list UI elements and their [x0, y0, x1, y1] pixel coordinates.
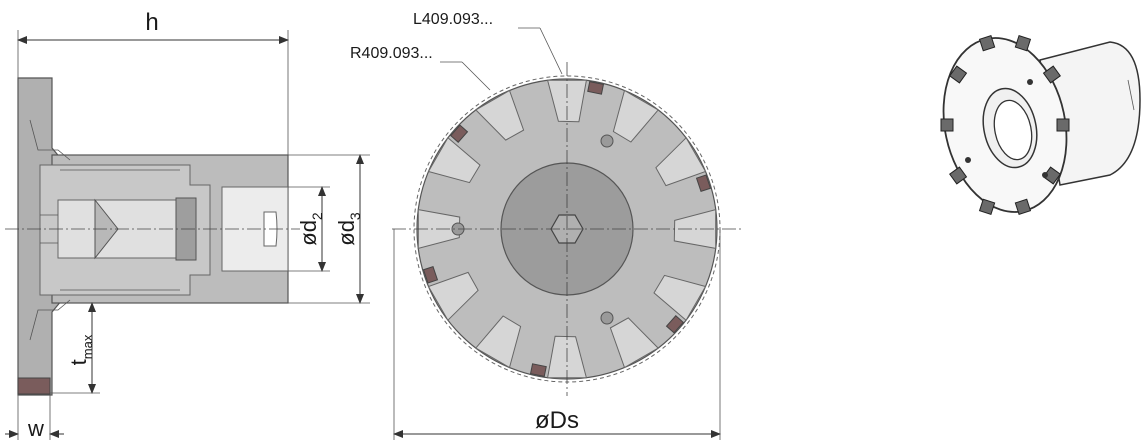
label-left-insert: L409.093...	[413, 11, 493, 28]
left-insert	[17, 377, 51, 395]
tooth-pocket	[653, 274, 707, 321]
insert	[665, 315, 684, 334]
iso-tooth	[1014, 198, 1032, 215]
label-right-insert: R409.093...	[350, 45, 433, 62]
iso-tooth	[940, 118, 954, 132]
insert	[529, 363, 547, 377]
inserts	[422, 81, 712, 377]
iso-tooth	[1014, 35, 1032, 52]
iso-hole-c	[1042, 172, 1048, 178]
iso-tooth	[978, 35, 996, 52]
tooth-pocket	[612, 89, 659, 143]
iso-teeth	[940, 35, 1070, 215]
iso-bore-inner	[993, 99, 1033, 161]
iso-tooth	[1042, 65, 1061, 84]
insert	[587, 81, 605, 95]
tooth-pocket	[609, 317, 660, 369]
insert	[695, 174, 712, 193]
iso-tooth	[949, 65, 968, 84]
tooth-pocket	[474, 89, 525, 141]
dim-label-ds: øDs	[535, 407, 579, 434]
coolant-hole-top	[600, 134, 614, 148]
iso-tooth	[949, 166, 968, 185]
dim-label-d3: ød3	[334, 212, 363, 246]
tooth-pocket	[427, 271, 479, 322]
dim-label-h: h	[145, 9, 158, 36]
side-section-view: h ød3 ød2 tmax w	[5, 9, 370, 441]
tooth-pocket	[655, 136, 707, 187]
dim-label-d2: ød2	[296, 212, 325, 246]
tooth-pocket	[427, 137, 481, 184]
dim-label-tmax: tmax	[66, 334, 95, 365]
iso-hole-a	[965, 157, 971, 163]
coolant-hole-bottom	[600, 311, 614, 325]
insert	[450, 124, 469, 143]
iso-tooth	[978, 198, 996, 215]
iso-view	[940, 35, 1141, 215]
tooth-pocket	[475, 315, 522, 369]
iso-hole-b	[1027, 79, 1033, 85]
insert	[422, 265, 439, 284]
dim-label-w: w	[27, 416, 44, 441]
front-view: L409.093... R409.093... øDs	[350, 11, 742, 440]
iso-tooth	[1056, 118, 1070, 132]
iso-tooth	[1042, 166, 1061, 185]
